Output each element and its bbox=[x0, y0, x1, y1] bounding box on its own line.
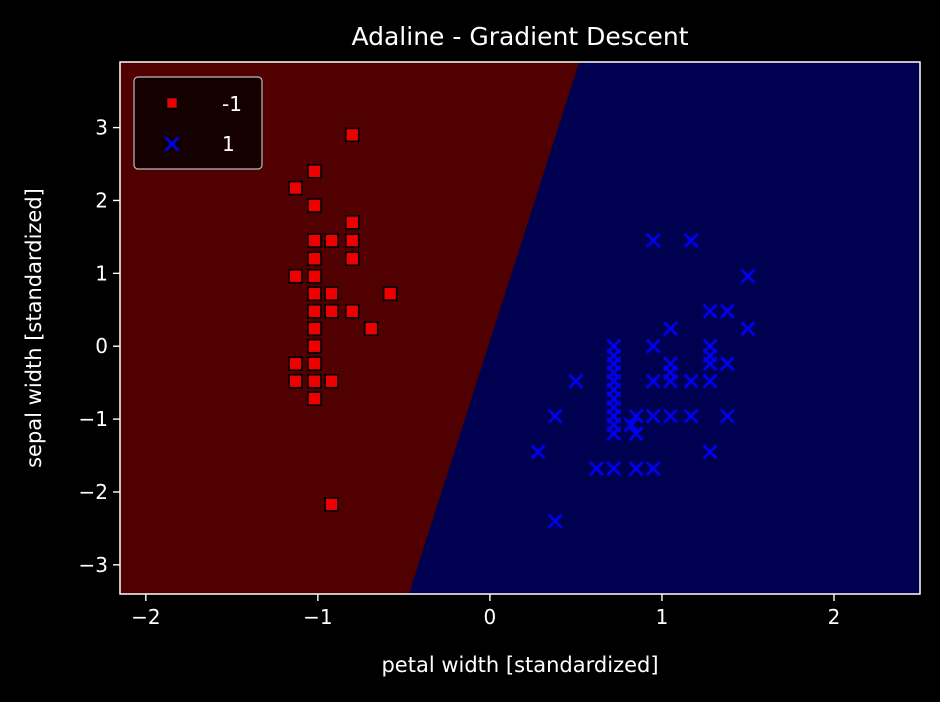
point-positive bbox=[702, 373, 718, 389]
x-tick-label: 1 bbox=[656, 605, 669, 629]
point-negative bbox=[288, 356, 303, 372]
point-positive bbox=[740, 321, 756, 337]
x-tick-label: 0 bbox=[484, 605, 497, 629]
plot-area bbox=[120, 62, 920, 594]
point-positive bbox=[645, 233, 661, 249]
legend-marker-negative bbox=[165, 96, 179, 110]
point-positive bbox=[702, 303, 718, 319]
point-negative bbox=[344, 127, 360, 143]
decision-region-positive bbox=[409, 62, 920, 594]
point-positive bbox=[606, 426, 622, 442]
point-positive bbox=[683, 408, 699, 424]
point-positive bbox=[719, 408, 735, 424]
point-negative bbox=[324, 303, 339, 319]
point-negative bbox=[324, 497, 339, 512]
x-tick-label: −1 bbox=[303, 605, 332, 629]
point-negative bbox=[324, 373, 339, 389]
plot-frame bbox=[119, 61, 921, 595]
point-positive bbox=[663, 321, 679, 337]
point-negative bbox=[324, 286, 339, 302]
point-negative bbox=[363, 321, 379, 337]
point-negative bbox=[344, 233, 360, 248]
point-negative bbox=[344, 251, 360, 267]
legend-label-negative: -1 bbox=[222, 92, 242, 116]
point-positive bbox=[589, 461, 605, 477]
point-negative bbox=[324, 233, 339, 248]
chart-title: Adaline - Gradient Descent bbox=[351, 22, 688, 51]
y-tick-label: 2 bbox=[95, 188, 108, 212]
point-positive bbox=[645, 338, 661, 354]
point-positive bbox=[702, 444, 718, 460]
point-positive bbox=[683, 233, 699, 249]
y-tick-label: 0 bbox=[95, 334, 108, 358]
point-positive bbox=[719, 303, 735, 319]
x-tick-label: −2 bbox=[131, 605, 160, 629]
point-positive bbox=[628, 408, 644, 424]
point-negative bbox=[307, 164, 322, 179]
point-positive bbox=[719, 356, 735, 372]
x-axis: −2 −1 0 1 2 bbox=[131, 594, 840, 629]
point-positive bbox=[547, 513, 563, 529]
y-tick-label: 1 bbox=[95, 261, 108, 285]
point-positive bbox=[547, 408, 563, 424]
x-axis-label: petal width [standardized] bbox=[381, 653, 658, 677]
point-negative bbox=[307, 321, 322, 337]
point-negative bbox=[307, 303, 322, 319]
point-positive bbox=[628, 426, 644, 442]
point-negative bbox=[288, 180, 303, 196]
point-positive bbox=[645, 461, 661, 477]
point-positive bbox=[702, 356, 718, 372]
point-negative bbox=[307, 268, 322, 284]
y-tick-label: 3 bbox=[95, 116, 108, 140]
y-tick-label: −1 bbox=[79, 407, 108, 431]
point-negative bbox=[307, 198, 322, 213]
point-negative bbox=[307, 251, 322, 267]
legend-square-marker bbox=[165, 96, 179, 110]
point-positive bbox=[606, 461, 622, 477]
point-negative bbox=[288, 268, 303, 284]
y-tick-label: −2 bbox=[79, 480, 108, 504]
point-negative bbox=[344, 215, 360, 230]
point-negative bbox=[307, 286, 322, 302]
y-tick-label: −3 bbox=[79, 553, 108, 577]
x-tick-label: 2 bbox=[828, 605, 841, 629]
legend-label-positive: 1 bbox=[222, 132, 235, 156]
point-positive bbox=[740, 268, 756, 284]
point-positive bbox=[663, 408, 679, 424]
point-negative bbox=[307, 338, 322, 354]
decision-region-negative bbox=[120, 62, 580, 594]
point-negative bbox=[307, 233, 322, 248]
point-positive bbox=[663, 373, 679, 389]
y-axis: −3 −2 −1 0 1 2 3 bbox=[79, 116, 120, 577]
point-negative bbox=[307, 391, 322, 406]
data-points bbox=[288, 127, 756, 529]
point-positive bbox=[623, 417, 639, 433]
point-positive bbox=[628, 461, 644, 477]
point-positive bbox=[530, 444, 546, 460]
point-positive bbox=[645, 408, 661, 424]
legend-x-marker bbox=[164, 136, 180, 152]
point-negative bbox=[344, 303, 360, 319]
legend-marker-positive bbox=[164, 136, 180, 152]
point-positive bbox=[645, 373, 661, 389]
legend-box bbox=[133, 76, 263, 170]
point-positive bbox=[568, 373, 584, 389]
point-negative bbox=[288, 373, 303, 389]
legend: -1 1 bbox=[133, 76, 263, 170]
y-axis-label: sepal width [standardized] bbox=[22, 188, 46, 468]
point-negative bbox=[307, 373, 322, 389]
point-negative bbox=[382, 286, 398, 302]
point-positive bbox=[683, 373, 699, 389]
point-negative bbox=[307, 356, 322, 372]
